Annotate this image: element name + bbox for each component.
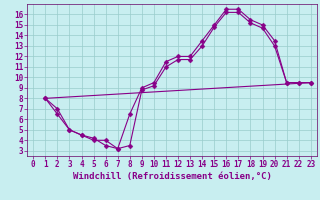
X-axis label: Windchill (Refroidissement éolien,°C): Windchill (Refroidissement éolien,°C) xyxy=(73,172,271,181)
